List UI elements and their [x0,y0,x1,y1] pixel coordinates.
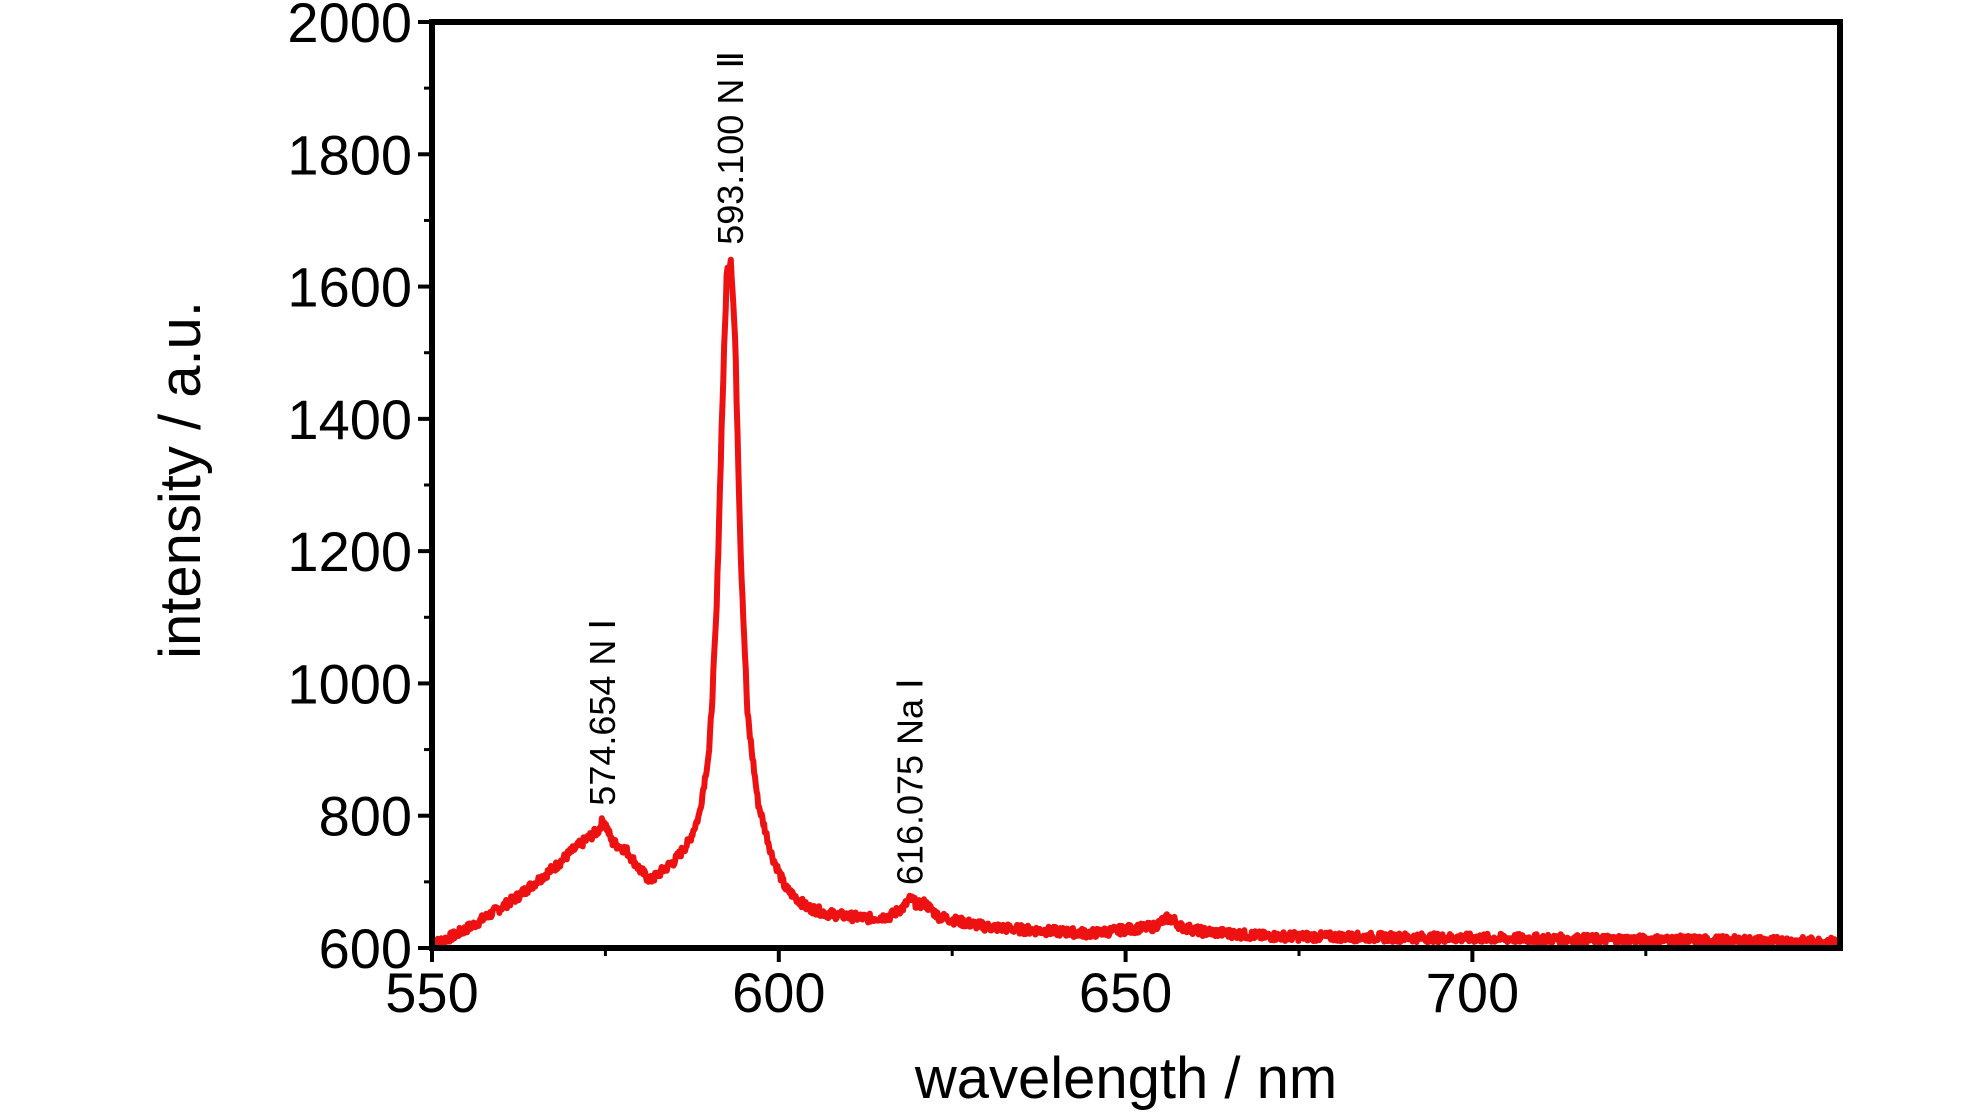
x-tick-label: 550 [385,961,478,1024]
peak-annotation: 593.100 N Ⅱ [710,51,751,245]
y-tick-label: 800 [319,785,412,848]
x-tick-label: 700 [1426,961,1519,1024]
y-tick-label: 1200 [287,520,412,583]
y-tick-label: 600 [319,917,412,980]
ticks-layer [418,20,1648,962]
annotation-layer: 574.654 N Ⅰ 593.100 N Ⅱ 616.075 Na Ⅰ [582,51,931,885]
y-tick-label: 1800 [287,123,412,186]
y-tick-label: 1000 [287,652,412,715]
peak-annotation: 616.075 Na Ⅰ [890,678,931,885]
x-tick-label: 650 [1079,961,1172,1024]
y-axis-title: intensity / a.u. [148,301,213,659]
x-axis-title: wavelength / nm [914,1046,1337,1110]
y-tick-label: 1600 [287,256,412,319]
series-layer [429,256,1843,951]
x-tick-label: 600 [732,961,825,1024]
spectrum-line [429,256,1843,951]
plot-frame [429,19,1843,951]
y-tick-label: 1400 [287,388,412,451]
y-tick-label: 2000 [287,0,412,54]
peak-annotation: 574.654 N Ⅰ [582,619,623,806]
